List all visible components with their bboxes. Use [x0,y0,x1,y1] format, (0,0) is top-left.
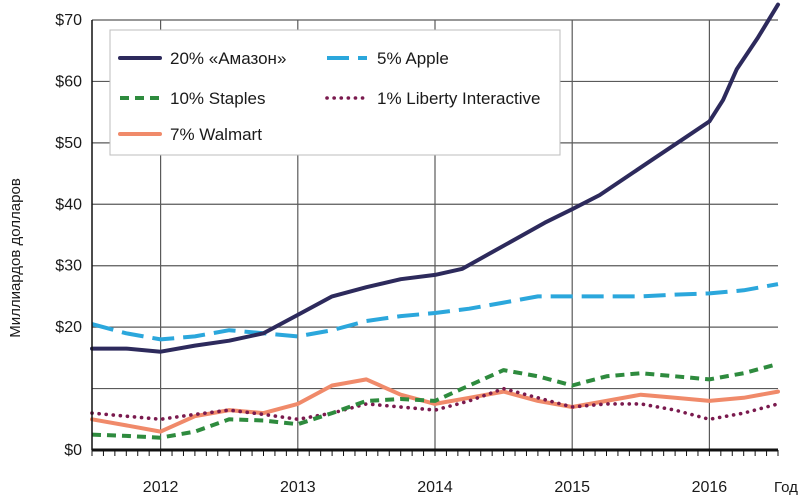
series-line-0 [90,2,780,354]
x-tick-label: 2014 [417,479,453,496]
legend-label: 7% Walmart [170,125,262,144]
series-line-3 [90,386,780,422]
y-tick-label: $30 [55,258,82,275]
x-tick-label: 2016 [692,479,728,496]
x-axis-title: Год [774,479,798,496]
x-tick-label: 2013 [280,479,316,496]
y-tick-label: $40 [55,196,82,213]
series-line-2 [91,362,779,440]
series-line-1 [91,282,779,342]
legend-label: 1% Liberty Interactive [377,89,540,108]
y-tick-label: $50 [55,135,82,152]
legend-label: 10% Staples [170,89,265,108]
y-tick-label: $0 [64,442,82,459]
y-axis-title: Миллиардов долларов [7,178,24,338]
x-tick-label: 2012 [143,479,179,496]
y-tick-label: $60 [55,73,82,90]
y-tick-label: $20 [55,319,82,336]
series-group [90,2,780,440]
legend-label: 20% «Амазон» [170,49,286,68]
legend-label: 5% Apple [377,49,449,68]
y-tick-label: $70 [55,12,82,29]
axes: $0 $20 $30 $40 $50 $60 $70 2012 2013 2014 2015 2016 [55,12,779,496]
legend: 20% «Амазон» 5% Apple 10% Staples 1% Libert… [109,29,561,156]
x-tick-label: 2015 [554,479,590,496]
legend-box [109,29,561,156]
